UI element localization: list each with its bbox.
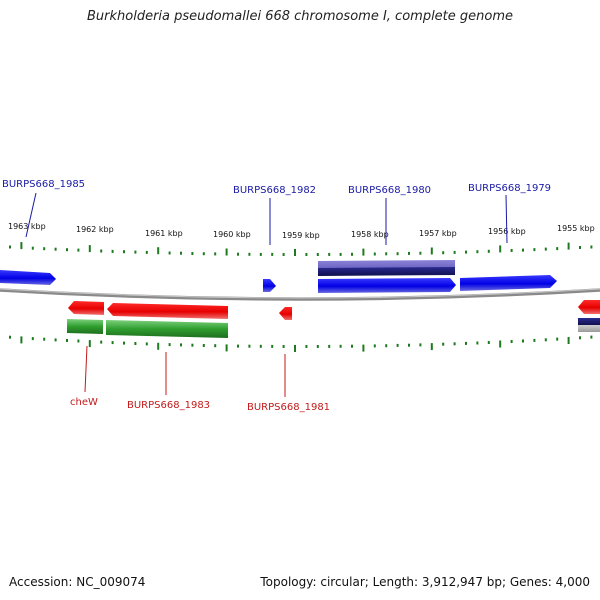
accession-label: Accession: NC_009074	[9, 575, 146, 589]
feature-bar-purple[interactable]	[318, 260, 455, 269]
gene-arrow-burps668-1985[interactable]	[0, 270, 56, 285]
reverse-genes	[67, 300, 600, 338]
gene-label-burps668-1982: BURPS668_1982	[233, 185, 316, 196]
tick-label: 1955 kbp	[557, 224, 595, 233]
gene-label-burps668-1979: BURPS668_1979	[468, 183, 551, 194]
label-leaders	[25, 192, 508, 397]
tick-row-reverse	[9, 335, 593, 352]
cds-bar-burps668-1983[interactable]	[106, 320, 228, 338]
forward-genes	[0, 260, 557, 293]
gene-arrow-chew[interactable]	[68, 301, 104, 315]
tick-row-forward	[9, 242, 593, 256]
tick-label: 1963 kbp	[8, 222, 46, 231]
tick-label: 1957 kbp	[419, 229, 457, 238]
genome-stats-label: Topology: circular; Length: 3,912,947 bp…	[260, 575, 590, 589]
genome-backbone	[0, 288, 600, 301]
feature-bar-grey-right[interactable]	[578, 325, 600, 332]
gene-arrow-burps668-1983[interactable]	[107, 303, 228, 319]
gene-labels: BURPS668_1985 BURPS668_1982 BURPS668_198…	[2, 179, 551, 413]
tick-label: 1960 kbp	[213, 230, 251, 239]
gene-label-burps668-1981: BURPS668_1981	[247, 402, 330, 413]
gene-label-burps668-1980: BURPS668_1980	[348, 185, 431, 196]
tick-label: 1961 kbp	[145, 229, 183, 238]
gene-arrow-burps668-1982[interactable]	[263, 279, 276, 292]
gene-label-burps668-1983: BURPS668_1983	[127, 400, 210, 411]
map-title: Burkholderia pseudomallei 668 chromosome…	[86, 9, 514, 24]
cds-bar-chew[interactable]	[67, 319, 103, 334]
tick-label: 1959 kbp	[282, 231, 320, 240]
tick-label: 1962 kbp	[76, 225, 114, 234]
gene-arrow-burps668-1981[interactable]	[279, 307, 292, 320]
genome-backbone-highlight	[0, 288, 600, 299]
feature-bar-navy[interactable]	[318, 267, 455, 276]
feature-bar-navy-right[interactable]	[578, 318, 600, 325]
gene-arrow-burps668-1979[interactable]	[460, 275, 557, 291]
gene-label-burps668-1985: BURPS668_1985	[2, 179, 85, 190]
tick-label: 1958 kbp	[351, 230, 389, 239]
gene-arrow-burps668-1980[interactable]	[318, 278, 456, 293]
gene-label-chew: cheW	[70, 397, 98, 408]
gene-arrow-right-edge[interactable]	[578, 300, 600, 314]
